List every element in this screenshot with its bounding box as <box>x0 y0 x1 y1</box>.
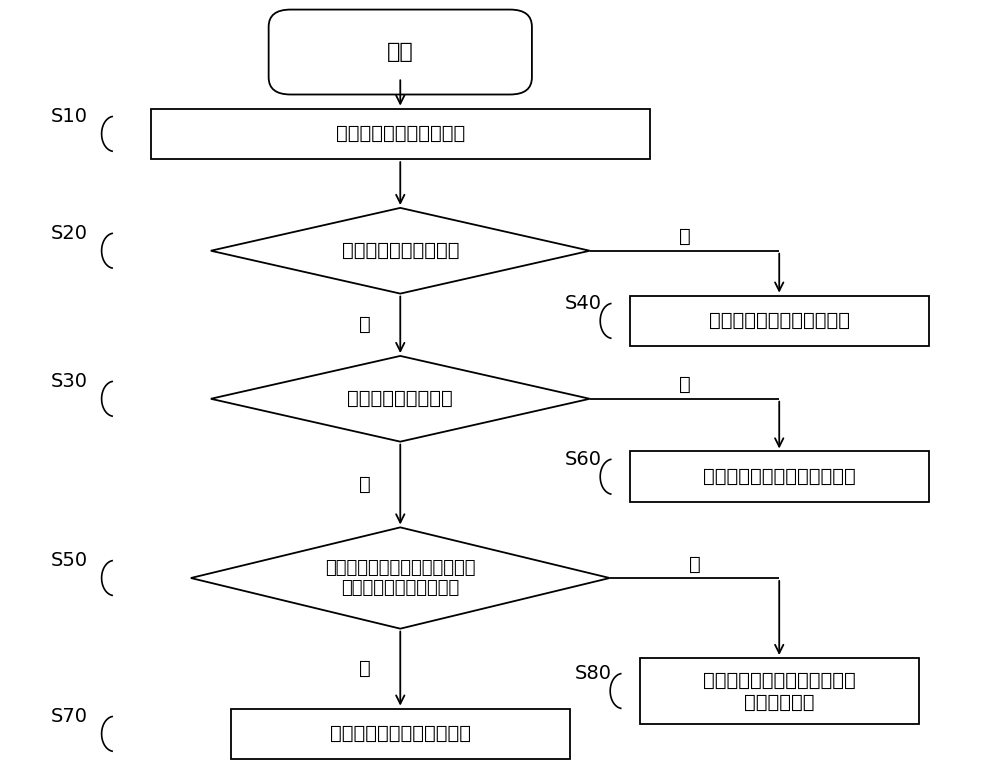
Polygon shape <box>191 527 610 629</box>
Text: 开始: 开始 <box>387 42 414 62</box>
Text: 判断光伏阵列是否发电: 判断光伏阵列是否发电 <box>342 241 459 260</box>
Text: S50: S50 <box>51 551 88 570</box>
Text: 否: 否 <box>679 228 690 246</box>
FancyBboxPatch shape <box>269 9 532 95</box>
Bar <box>151 109 650 160</box>
Bar <box>630 296 929 346</box>
Polygon shape <box>211 208 590 293</box>
Text: S20: S20 <box>51 224 88 243</box>
Text: 控制光伏阵列为空调器供电: 控制光伏阵列为空调器供电 <box>330 724 471 744</box>
Polygon shape <box>211 356 590 442</box>
Text: S60: S60 <box>565 450 602 469</box>
Text: S70: S70 <box>51 707 88 726</box>
Bar <box>640 658 919 724</box>
Bar <box>630 451 929 502</box>
Text: 控制光伏阵列为蓄电池组充电: 控制光伏阵列为蓄电池组充电 <box>703 467 856 486</box>
Text: 光伏阵列输出功率是都与空调器
正常运行的需求功率匹配: 光伏阵列输出功率是都与空调器 正常运行的需求功率匹配 <box>325 558 476 597</box>
Text: 控制蓄电池组为空调器供电: 控制蓄电池组为空调器供电 <box>709 311 850 330</box>
Text: 否: 否 <box>689 554 700 573</box>
Text: 否: 否 <box>679 375 690 394</box>
Text: 检测光伏阵列的发电状态: 检测光伏阵列的发电状态 <box>336 124 465 143</box>
Text: 判断空调器是否开机: 判断空调器是否开机 <box>347 389 453 408</box>
Text: S40: S40 <box>565 294 602 314</box>
Bar <box>231 708 570 759</box>
Text: 是: 是 <box>359 475 370 494</box>
Text: 控制光伏阵列和蓄电池组并行
为空调器供电: 控制光伏阵列和蓄电池组并行 为空调器供电 <box>703 670 856 712</box>
Text: S10: S10 <box>51 107 88 126</box>
Text: S30: S30 <box>51 372 88 391</box>
Text: S80: S80 <box>575 665 612 683</box>
Text: 是: 是 <box>359 315 370 334</box>
Text: 是: 是 <box>359 659 370 678</box>
